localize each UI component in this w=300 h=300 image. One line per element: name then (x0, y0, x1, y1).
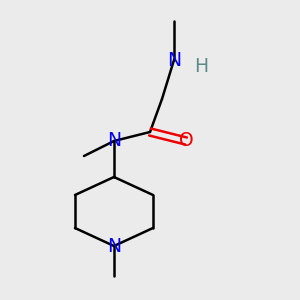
Text: N: N (167, 50, 181, 70)
Text: H: H (194, 56, 208, 76)
Text: N: N (107, 236, 121, 256)
Text: O: O (179, 131, 193, 151)
Text: N: N (107, 131, 121, 151)
